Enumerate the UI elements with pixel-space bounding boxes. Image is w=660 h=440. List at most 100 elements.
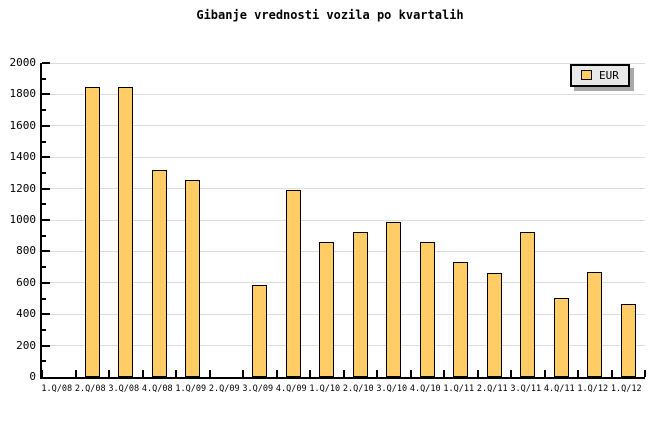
x-tick <box>644 370 646 377</box>
x-tick <box>611 370 613 377</box>
y-minor-tick <box>42 171 46 174</box>
x-tick-label: 1.Q/12 <box>577 384 609 394</box>
x-tick <box>209 370 211 377</box>
x-tick-label: 2.Q/09 <box>208 384 240 394</box>
bar-2.Q/08 <box>85 87 100 377</box>
x-tick <box>142 370 144 377</box>
x-tick <box>510 370 512 377</box>
bar-4.Q/08 <box>152 170 167 377</box>
y-major-tick <box>42 281 50 284</box>
y-major-tick <box>42 93 50 96</box>
y-tick-label: 600 <box>16 275 36 289</box>
x-tick-label: 1.Q/10 <box>309 384 341 394</box>
y-major-tick <box>42 187 50 190</box>
y-tick-label: 1600 <box>9 118 37 132</box>
y-major-tick <box>42 156 50 159</box>
x-tick <box>410 370 412 377</box>
gridline-y1200 <box>42 188 645 190</box>
bar-2.Q/11 <box>487 273 502 377</box>
x-tick <box>276 370 278 377</box>
x-tick-label: 1.Q/11 <box>443 384 475 394</box>
gridline-y2000 <box>42 62 645 64</box>
x-tick <box>544 370 546 377</box>
x-tick <box>175 370 177 377</box>
x-tick <box>376 370 378 377</box>
plot-area <box>40 62 646 379</box>
bar-1.Q/11 <box>453 262 468 377</box>
bar-3.Q/11 <box>520 232 535 377</box>
y-major-tick <box>42 250 50 253</box>
x-tick-label: 1.Q/09 <box>175 384 207 394</box>
x-tick <box>577 370 579 377</box>
bar-3.Q/10 <box>386 222 401 377</box>
y-minor-tick <box>42 360 46 363</box>
bar-1.Q/12 <box>587 272 602 377</box>
x-tick-label: 2.Q/10 <box>342 384 374 394</box>
gridline-y200 <box>42 345 645 347</box>
bar-3.Q/09 <box>252 285 267 377</box>
x-tick-label: 1.Q/08 <box>41 384 73 394</box>
bar-3.Q/08 <box>118 87 133 377</box>
x-tick-label: 1.Q/12 <box>610 384 642 394</box>
y-tick-label: 200 <box>16 338 36 352</box>
gridline-y400 <box>42 313 645 315</box>
x-tick-label: 4.Q/08 <box>141 384 173 394</box>
y-tick-label: 1800 <box>9 87 37 101</box>
legend-swatch-eur <box>581 70 592 80</box>
bar-2.Q/10 <box>353 232 368 377</box>
y-tick-label: 1200 <box>9 181 37 195</box>
y-tick-label: 800 <box>16 244 36 258</box>
bar-4.Q/10 <box>420 242 435 377</box>
gridline-y1800 <box>42 93 645 95</box>
y-minor-tick <box>42 109 46 112</box>
x-tick-label: 3.Q/11 <box>510 384 542 394</box>
x-tick-label: 3.Q/08 <box>108 384 140 394</box>
y-minor-tick <box>42 234 46 237</box>
y-minor-tick <box>42 297 46 300</box>
x-tick <box>41 370 43 377</box>
x-tick-label: 2.Q/08 <box>74 384 106 394</box>
x-tick <box>242 370 244 377</box>
y-major-tick <box>42 62 50 64</box>
y-tick-label: 2000 <box>9 56 37 69</box>
x-tick-label: 4.Q/10 <box>409 384 441 394</box>
legend: EUR <box>570 64 630 87</box>
y-major-tick <box>42 313 50 316</box>
x-tick <box>309 370 311 377</box>
y-major-tick <box>42 124 50 127</box>
x-tick <box>477 370 479 377</box>
x-tick <box>108 370 110 377</box>
x-tick-label: 4.Q/09 <box>275 384 307 394</box>
x-tick <box>343 370 345 377</box>
y-major-tick <box>42 219 50 221</box>
x-tick-label: 4.Q/11 <box>543 384 575 394</box>
y-minor-tick <box>42 140 46 143</box>
gridline-y600 <box>42 282 645 284</box>
y-tick-label: 1400 <box>9 150 37 164</box>
bar-4.Q/09 <box>286 190 301 377</box>
y-minor-tick <box>42 77 46 80</box>
x-tick <box>75 370 77 377</box>
gridline-y800 <box>42 250 645 252</box>
y-major-tick <box>42 344 50 347</box>
y-tick-label: 0 <box>29 370 36 383</box>
bar-1.Q/12 <box>621 304 636 377</box>
x-tick-label: 2.Q/11 <box>476 384 508 394</box>
y-minor-tick <box>42 266 46 269</box>
legend-label: EUR <box>599 69 619 82</box>
y-minor-tick <box>42 203 46 206</box>
bar-1.Q/10 <box>319 242 334 377</box>
y-tick-label: 400 <box>16 307 36 321</box>
y-tick-label: 1000 <box>9 213 37 226</box>
gridline-y1400 <box>42 156 645 158</box>
x-tick <box>443 370 445 377</box>
bar-1.Q/09 <box>185 180 200 377</box>
gridline-y1600 <box>42 125 645 127</box>
chart-title: Gibanje vrednosti vozila po kvartalih <box>196 8 464 22</box>
x-tick-label: 3.Q/10 <box>376 384 408 394</box>
gridline-y1000 <box>42 219 645 221</box>
x-tick-label: 3.Q/09 <box>242 384 274 394</box>
y-minor-tick <box>42 328 46 331</box>
bar-4.Q/11 <box>554 298 569 377</box>
